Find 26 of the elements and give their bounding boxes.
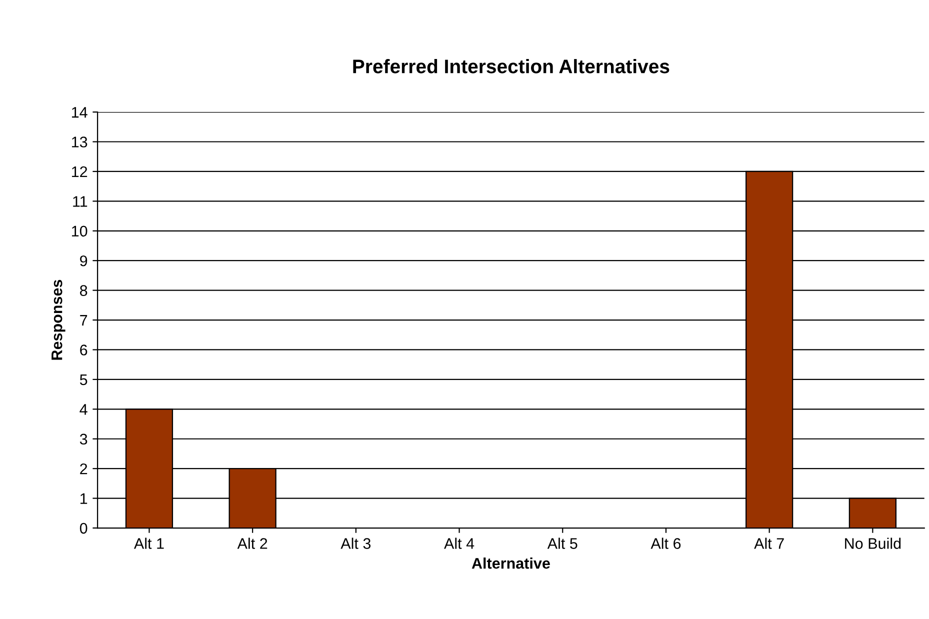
y-tick-label: 8 [80, 285, 88, 296]
y-tick-label: 1 [80, 493, 88, 504]
x-tick-label: Alt 3 [340, 538, 371, 549]
x-tick-label: No Build [845, 538, 901, 549]
x-tick-label: Alt 1 [134, 538, 164, 549]
x-tick-label: Alt 6 [650, 538, 681, 549]
y-tick-label: 14 [72, 107, 88, 118]
y-tick-label: 6 [80, 344, 88, 356]
y-tick-label: 3 [80, 434, 88, 445]
y-tick-label: 4 [80, 404, 88, 415]
y-axis-title: Responses [52, 280, 66, 360]
chart-title: Preferred Intersection Alternatives [353, 59, 670, 74]
y-tick-label: 13 [72, 136, 88, 148]
y-tick-label: 0 [80, 522, 88, 534]
x-tick-label: Alt 7 [754, 538, 784, 549]
y-tick-label: 2 [80, 463, 88, 474]
y-tick-label: 7 [80, 315, 88, 326]
x-tick-label: Alt 5 [547, 538, 578, 549]
x-tick-label: Alt 2 [237, 538, 268, 549]
x-axis-title: Alternative [472, 558, 550, 569]
y-tick-label: 10 [72, 226, 88, 237]
y-tick-label: 9 [80, 255, 88, 266]
y-tick-label: 12 [72, 166, 88, 177]
y-tick-label: 11 [73, 196, 88, 207]
y-tick-label: 5 [80, 374, 88, 386]
x-tick-label: Alt 4 [444, 538, 474, 549]
